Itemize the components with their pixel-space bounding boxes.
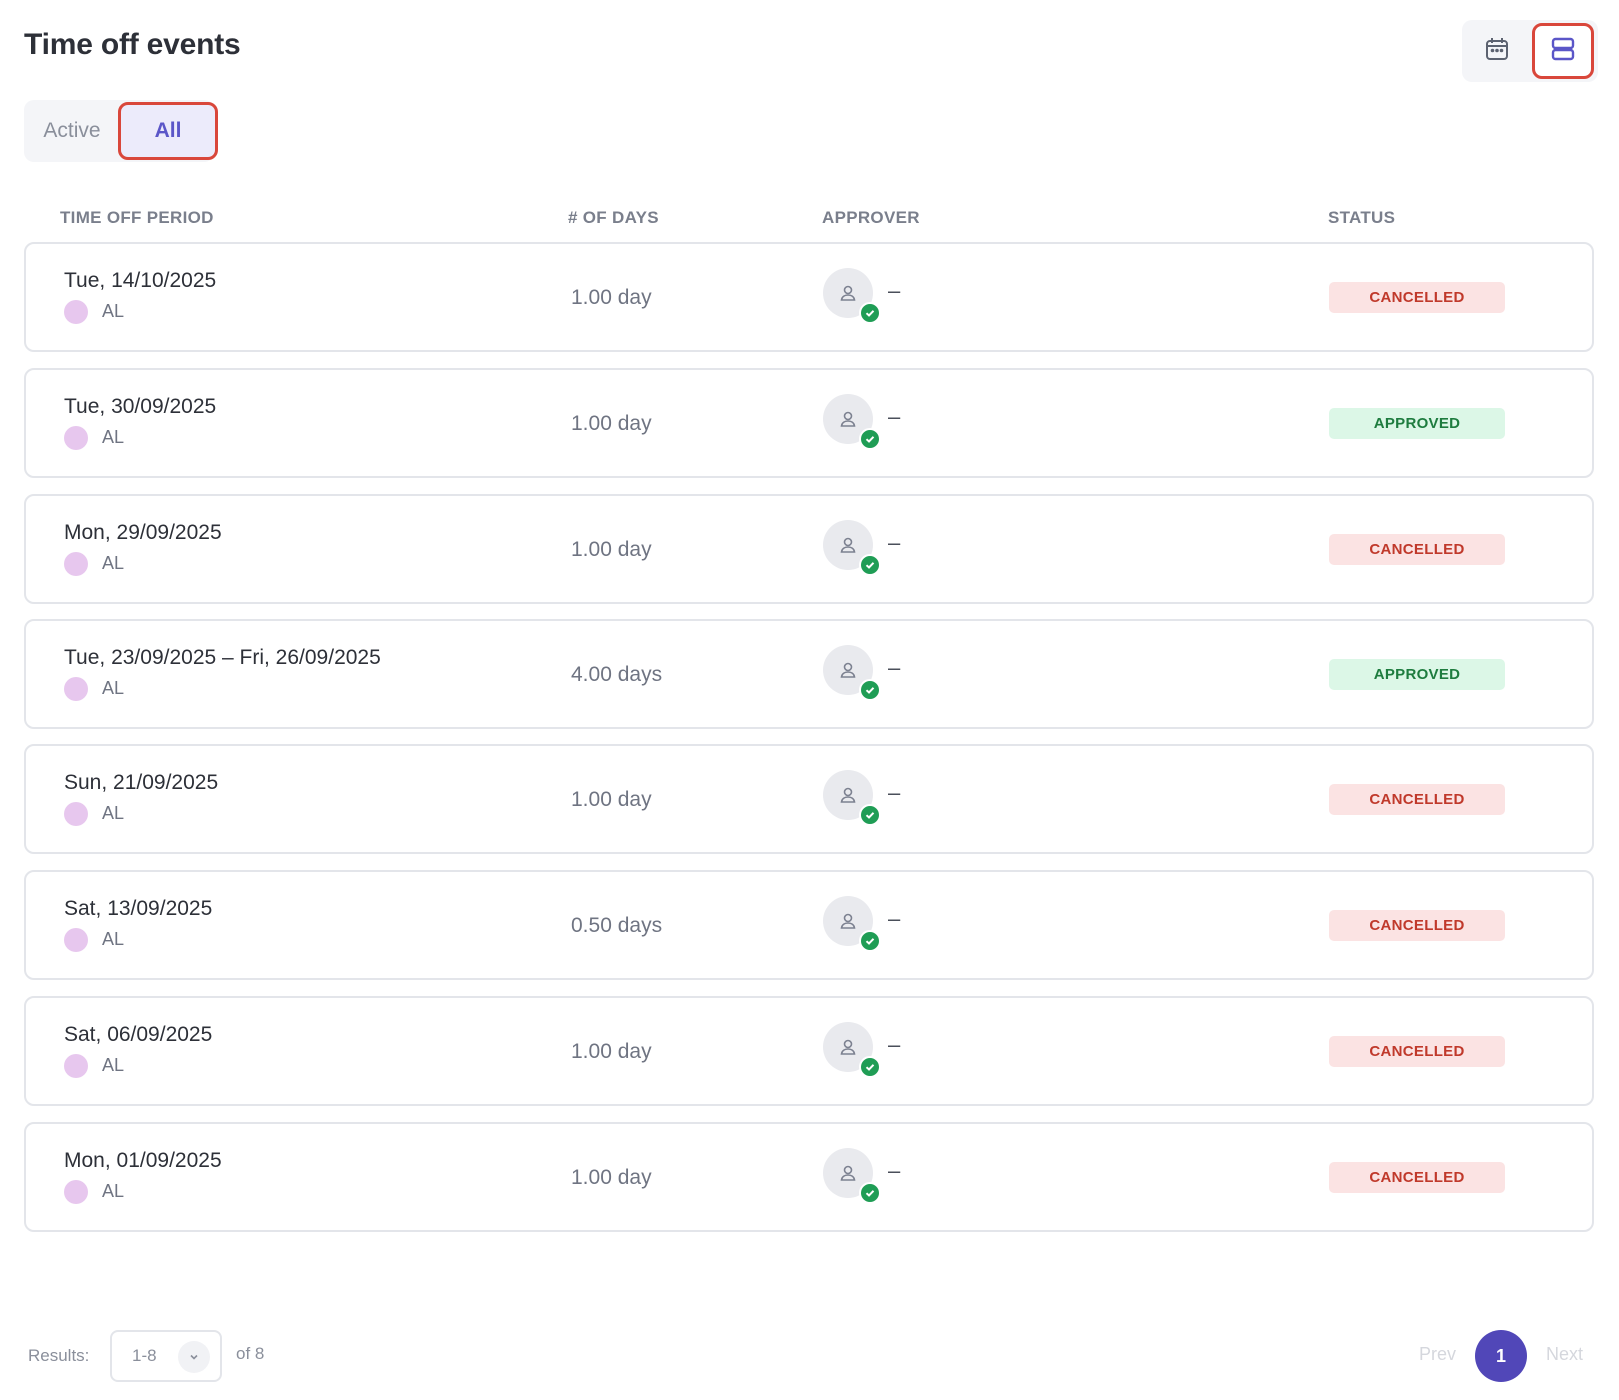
leave-type-dot <box>64 1054 88 1078</box>
time-off-period: Sat, 06/09/2025 <box>64 1023 213 1046</box>
leave-type-label: AL <box>102 678 125 698</box>
filter-tabs: Active All <box>24 100 218 162</box>
time-off-period: Tue, 30/09/2025 <box>64 395 217 418</box>
approver-name: – <box>888 1032 901 1057</box>
next-page-button[interactable]: Next <box>1546 1344 1584 1364</box>
page-title: Time off events <box>24 28 241 61</box>
status-badge: APPROVED <box>1329 659 1505 690</box>
leave-type-label: AL <box>102 1055 125 1075</box>
approver-name: – <box>888 655 901 680</box>
check-icon <box>859 804 881 826</box>
day-count: 1.00 day <box>571 788 652 811</box>
day-count: 0.50 days <box>571 914 663 937</box>
results-label: Results: <box>28 1346 90 1365</box>
leave-type-label: AL <box>102 803 125 823</box>
day-count: 1.00 day <box>571 412 652 435</box>
time-off-period: Sun, 21/09/2025 <box>64 771 219 794</box>
page-number-button[interactable]: 1 <box>1475 1330 1527 1382</box>
tab-all[interactable]: All <box>118 102 218 160</box>
check-icon <box>859 302 881 324</box>
results-range: 1-8 <box>132 1346 157 1365</box>
approver-name: – <box>888 404 901 429</box>
status-badge: CANCELLED <box>1329 534 1505 565</box>
leave-type-dot <box>64 426 88 450</box>
time-off-period: Tue, 23/09/2025 – Fri, 26/09/2025 <box>64 646 381 669</box>
day-count: 4.00 days <box>571 663 663 686</box>
leave-type-label: AL <box>102 301 125 321</box>
check-icon <box>859 930 881 952</box>
check-icon <box>859 679 881 701</box>
tab-active[interactable]: Active <box>43 119 101 142</box>
status-badge: CANCELLED <box>1329 282 1505 313</box>
view-switch <box>1462 20 1598 82</box>
calendar-icon <box>1484 36 1510 67</box>
day-count: 1.00 day <box>571 1166 652 1189</box>
approver-name: – <box>888 906 901 931</box>
day-count: 1.00 day <box>571 538 652 561</box>
time-off-row[interactable]: Tue, 30/09/2025 AL 1.00 day – APPROVED <box>24 368 1594 478</box>
time-off-row[interactable]: Tue, 14/10/2025 AL 1.00 day – CANCELLED <box>24 242 1594 352</box>
chevron-down-icon <box>178 1341 210 1373</box>
prev-page-button[interactable]: Prev <box>1419 1344 1457 1364</box>
leave-type-label: AL <box>102 553 125 573</box>
leave-type-label: AL <box>102 1181 125 1201</box>
results-per-page-select[interactable]: 1-8 <box>110 1330 222 1382</box>
leave-type-label: AL <box>102 427 125 447</box>
time-off-row[interactable]: Tue, 23/09/2025 – Fri, 26/09/2025 AL 4.0… <box>24 619 1594 729</box>
leave-type-dot <box>64 677 88 701</box>
status-badge: CANCELLED <box>1329 1162 1505 1193</box>
time-off-period: Sat, 13/09/2025 <box>64 897 213 920</box>
status-badge: CANCELLED <box>1329 910 1505 941</box>
leave-type-dot <box>64 552 88 576</box>
time-off-period: Mon, 01/09/2025 <box>64 1149 222 1172</box>
time-off-row[interactable]: Sat, 13/09/2025 AL 0.50 days – CANCELLED <box>24 870 1594 980</box>
leave-type-dot <box>64 1180 88 1204</box>
approver-name: – <box>888 780 901 805</box>
status-badge: CANCELLED <box>1329 1036 1505 1067</box>
list-view-icon <box>1549 35 1577 68</box>
calendar-view-button[interactable] <box>1466 26 1528 76</box>
check-icon <box>859 1182 881 1204</box>
leave-type-label: AL <box>102 929 125 949</box>
column-header-days: # OF DAYS <box>568 208 659 227</box>
column-header-approver: APPROVER <box>822 208 920 227</box>
approver-name: – <box>888 278 901 303</box>
time-off-row[interactable]: Mon, 29/09/2025 AL 1.00 day – CANCELLED <box>24 494 1594 604</box>
leave-type-dot <box>64 928 88 952</box>
status-badge: CANCELLED <box>1329 784 1505 815</box>
day-count: 1.00 day <box>571 1040 652 1063</box>
status-badge: APPROVED <box>1329 408 1505 439</box>
leave-type-dot <box>64 802 88 826</box>
list-view-button[interactable] <box>1532 23 1594 79</box>
leave-type-dot <box>64 300 88 324</box>
time-off-period: Mon, 29/09/2025 <box>64 521 222 544</box>
results-total: of 8 <box>236 1344 265 1363</box>
column-header-period: TIME OFF PERIOD <box>60 208 214 227</box>
time-off-row[interactable]: Mon, 01/09/2025 AL 1.00 day – CANCELLED <box>24 1122 1594 1232</box>
time-off-row[interactable]: Sat, 06/09/2025 AL 1.00 day – CANCELLED <box>24 996 1594 1106</box>
column-header-status: STATUS <box>1328 208 1396 227</box>
check-icon <box>859 554 881 576</box>
time-off-period: Tue, 14/10/2025 <box>64 269 217 292</box>
day-count: 1.00 day <box>571 286 652 309</box>
approver-name: – <box>888 1158 901 1183</box>
check-icon <box>859 428 881 450</box>
approver-name: – <box>888 530 901 555</box>
time-off-row[interactable]: Sun, 21/09/2025 AL 1.00 day – CANCELLED <box>24 744 1594 854</box>
check-icon <box>859 1056 881 1078</box>
